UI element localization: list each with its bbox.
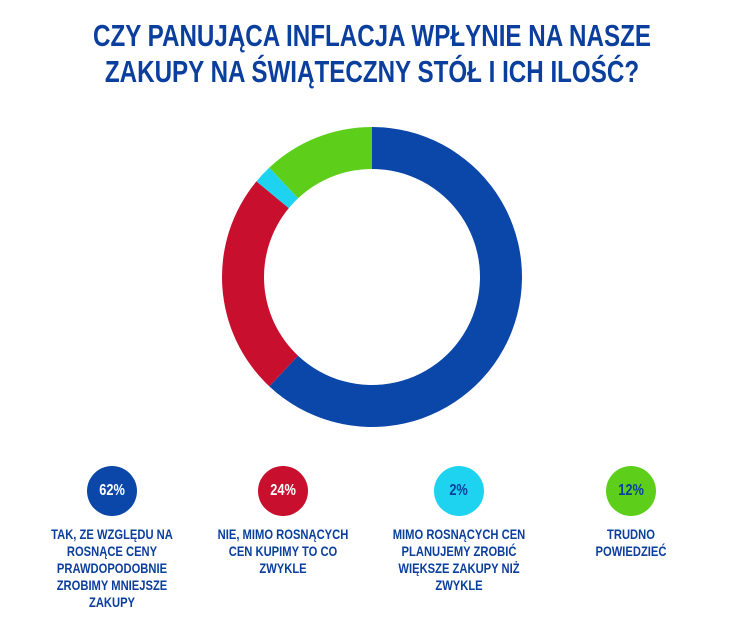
donut-chart (221, 127, 522, 427)
legend-dot: 2% (434, 466, 484, 516)
donut-slice-3 (269, 127, 372, 199)
donut-slice-1 (221, 181, 299, 387)
legend-value: 62% (99, 482, 125, 499)
legend-item: 24% NIE, MIMO ROSNĄCYCH CEN KUPIMY TO CO… (198, 466, 368, 577)
legend-dot: 12% (606, 466, 656, 516)
donut-slice-0 (269, 127, 522, 427)
legend-value: 12% (618, 482, 644, 499)
legend-item: 62% TAK, ZE WZGLĘDU NA ROSNĄCE CENY PRAW… (27, 466, 197, 611)
chart-title: CZY PANUJĄCA INFLACJA WPŁYNIE NA NASZE Z… (0, 18, 744, 90)
legend-dot: 24% (258, 466, 308, 516)
title-line-2: ZAKUPY NA ŚWIĄTECZNY STÓŁ I ICH ILOŚĆ? (104, 54, 640, 89)
legend-label: TRUDNO POWIEDZIEĆ (595, 526, 667, 559)
legend-item: 2% MIMO ROSNĄCYCH CEN PLANUJEMY ZROBIĆ W… (374, 466, 544, 594)
legend-label: NIE, MIMO ROSNĄCYCH CEN KUPIMY TO CO ZWY… (217, 526, 349, 576)
legend-dot: 62% (87, 466, 137, 516)
donut-slice-2 (256, 167, 299, 209)
legend-label: TAK, ZE WZGLĘDU NA ROSNĄCE CENY PRAWDOPO… (51, 526, 173, 610)
title-line-1: CZY PANUJĄCA INFLACJA WPŁYNIE NA NASZE (93, 18, 651, 53)
legend-item: 12% TRUDNO POWIEDZIEĆ (546, 466, 716, 560)
legend-value: 2% (449, 482, 469, 499)
legend-value: 24% (270, 482, 296, 499)
legend-label: MIMO ROSNĄCYCH CEN PLANUJEMY ZROBIĆ WIĘK… (392, 526, 526, 593)
